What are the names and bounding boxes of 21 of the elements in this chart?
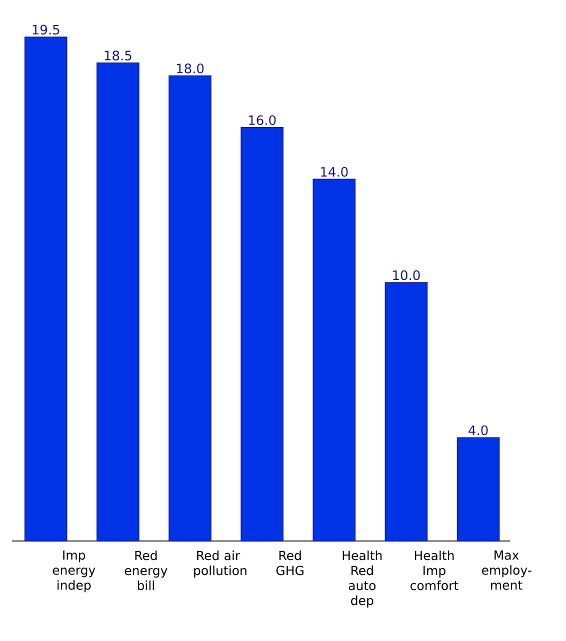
bar [456,437,500,542]
x-tick-label: Red GHG [276,550,304,576]
data-label: 19.5 [32,24,60,35]
data-label: 4.0 [468,425,488,436]
bar [240,127,284,542]
x-tick-label: Health Imp comfort [410,550,458,590]
bar [168,75,212,542]
x-tick-label: Max employ-ment [482,550,532,590]
bar [384,282,428,542]
data-label: 16.0 [249,115,276,126]
x-tick-label: Imp energy indep [52,550,96,592]
bar [96,62,140,542]
data-label: 18.0 [176,64,204,74]
data-label: 10.0 [393,270,420,280]
bar [24,36,68,542]
x-tick-label: Red air pollution [194,550,246,578]
x-tick-label: Health Red auto dep [342,550,382,608]
bar [312,178,356,542]
data-label: 14.0 [321,166,348,177]
x-tick-label: Red energy bill [124,550,168,590]
data-label: 18.5 [104,50,132,60]
